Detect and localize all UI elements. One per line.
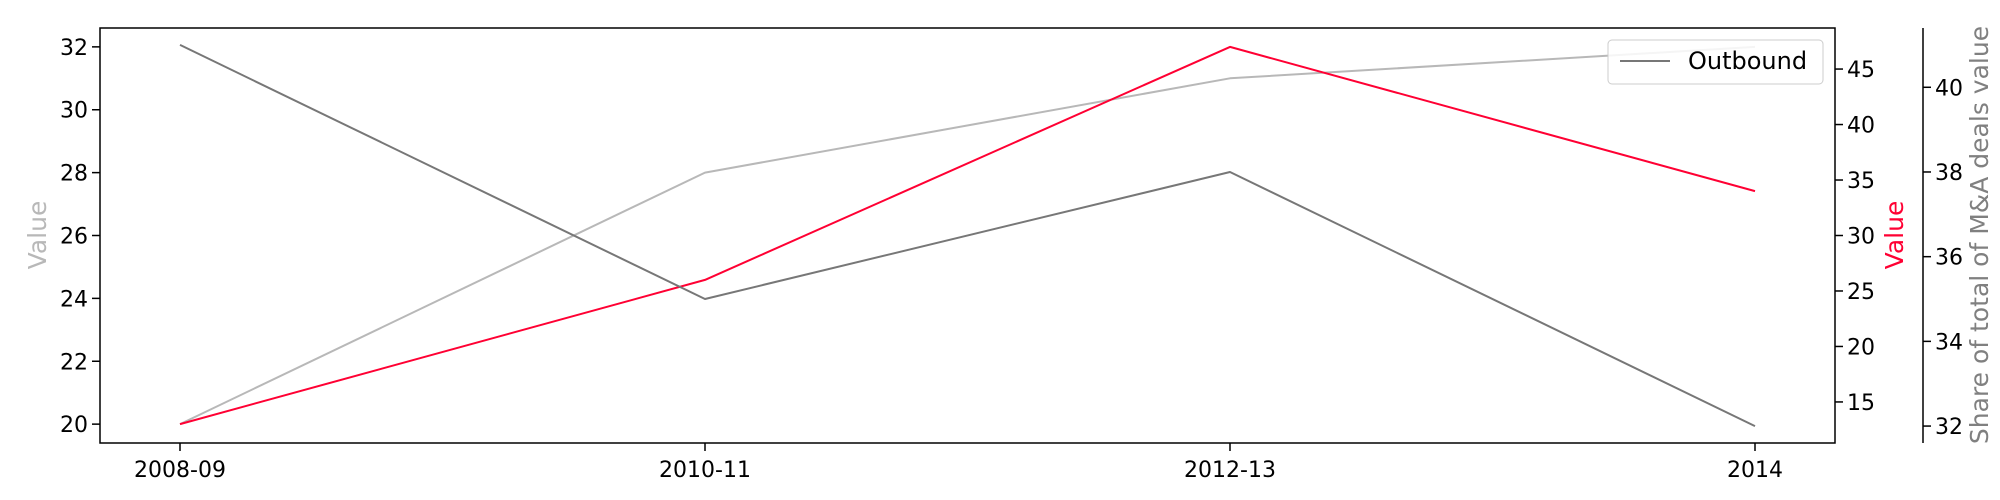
series-layer [179,43,1756,428]
x-tick-label: 2010-11 [659,458,751,483]
right-y-tick-label-2: 34 [1935,330,1963,355]
right-axis-1-title: Value [1880,201,1909,270]
left-y-tick-label: 20 [60,413,88,438]
series-line-outbound [179,43,1756,428]
left-y-tick-label: 24 [60,287,88,312]
right-y-tick-label-2: 32 [1935,415,1963,440]
left-y-tick-label: 30 [60,99,88,124]
right-y-tick-label-1: 25 [1847,280,1875,305]
left-y-tick-label: 32 [60,36,88,61]
left-axis-title: Value [23,201,52,270]
right-y-axis-1: 15 20 25 30 35 40 45 [1835,58,1875,416]
x-tick-label: 2014 [1727,458,1783,483]
right-y-tick-label-1: 15 [1847,391,1875,416]
left-y-tick-label: 22 [60,350,88,375]
right-y-axis-2: 32 34 36 38 40 [1922,28,1963,443]
x-axis: 2008-09 2010-11 2012-13 2014 [134,443,1783,483]
legend-label-outbound: Outbound [1688,47,1807,75]
right-y-tick-label-2: 38 [1935,161,1963,186]
left-y-axis: 20 22 24 26 28 30 32 [60,36,100,438]
x-tick-label: 2008-09 [134,458,226,483]
right-y-tick-label-2: 40 [1935,76,1963,101]
left-y-tick-label: 28 [60,162,88,187]
left-y-tick-label: 26 [60,225,88,250]
right-y-tick-label-1: 40 [1847,114,1875,139]
legend-box [1607,39,1824,85]
legend: Outbound [1607,39,1824,85]
x-tick-label: 2012-13 [1184,458,1276,483]
series-line-right1 [179,45,1756,426]
right-y-tick-label-1: 45 [1847,58,1875,83]
series-line-left [179,45,1756,426]
right-axis-2-title: Share of total of M&A deals value [1965,26,1994,444]
right-y-tick-label-1: 35 [1847,169,1875,194]
right-y-tick-label-1: 20 [1847,335,1875,360]
right-y-tick-label-1: 30 [1847,225,1875,250]
right-y-tick-label-2: 36 [1935,246,1963,271]
